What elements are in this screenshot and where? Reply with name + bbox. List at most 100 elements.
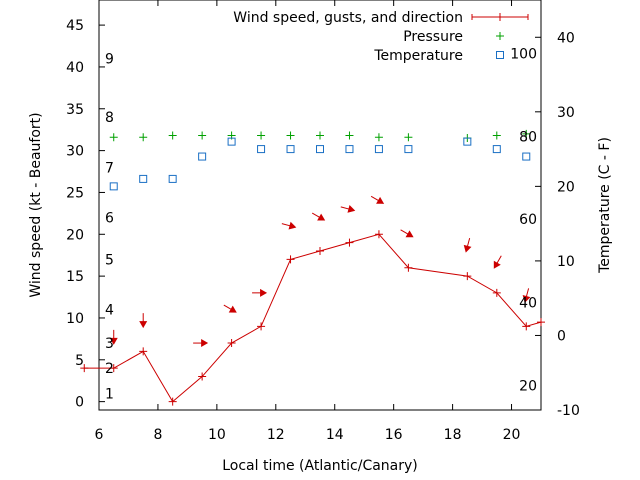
legend-label-temperature: Temperature [373, 48, 463, 64]
fahrenheit-label: 40 [519, 296, 537, 312]
y-tick-label: 20 [66, 227, 84, 243]
wind-arrow-head [405, 230, 414, 238]
wind-arrow-head [376, 196, 385, 204]
wind-speed-point [286, 255, 295, 264]
temperature-point [492, 145, 501, 154]
y-tick-label: 30 [66, 144, 84, 160]
x-tick-label: 20 [503, 427, 521, 443]
temperature-point [227, 137, 236, 146]
pressure-point [257, 131, 266, 140]
series-layer [80, 129, 545, 406]
y-tick-label: 0 [75, 395, 84, 411]
beaufort-label: 7 [105, 160, 114, 176]
pressure-point [109, 133, 118, 142]
temperature-point [109, 182, 118, 191]
pressure-point [345, 131, 354, 140]
legend: Wind speed, gusts, and direction Pressure… [233, 10, 529, 64]
wind-arrow-head [139, 321, 148, 329]
wind-direction-arrow [139, 313, 148, 329]
y-tick-label: 15 [66, 269, 84, 285]
fahrenheit-label: 80 [519, 129, 537, 145]
wind-direction-arrow [463, 238, 472, 253]
wind-speed-line [84, 233, 542, 403]
wind-speed-point [198, 372, 207, 381]
temperature-point [404, 145, 413, 154]
legend-marker-wind [496, 13, 504, 21]
wind-speed-point [80, 364, 89, 373]
wind-direction-arrow [223, 304, 237, 313]
y2-tick-label: 40 [557, 30, 575, 46]
wind-direction-arrow [311, 212, 326, 221]
x-tick-label: 16 [385, 427, 403, 443]
x-tick-label: 18 [444, 427, 462, 443]
wind-arrow-head [288, 221, 297, 230]
wind-arrow-head [109, 337, 118, 345]
temperature-point [168, 174, 177, 183]
y-tick-label: 10 [66, 311, 84, 327]
y-tick-label: 40 [66, 60, 84, 76]
wind-direction-arrow [400, 229, 414, 238]
wind-speed-point [257, 322, 266, 331]
pressure-point [404, 133, 413, 142]
wind-speed-point [345, 238, 354, 247]
wind-direction-arrow [340, 205, 356, 213]
legend-label-pressure: Pressure [403, 29, 463, 45]
y2-tick-label: 0 [557, 328, 566, 344]
wind-direction-arrow [522, 288, 531, 303]
pressure-point [316, 131, 324, 140]
temperature-point [345, 145, 354, 154]
pressure-point [374, 133, 383, 142]
plot-border [98, 0, 542, 411]
plot-frame [98, 0, 542, 411]
wind-speed-point [227, 339, 236, 348]
temperature-point [463, 137, 472, 146]
beaufort-label: 4 [105, 303, 114, 319]
wind-direction-arrow [370, 195, 385, 204]
wind-arrow-head [493, 260, 501, 269]
pressure-point [492, 131, 501, 140]
y-tick-label: 25 [66, 185, 84, 201]
wind-direction-arrow [493, 255, 502, 269]
y2-tick-label: 30 [557, 105, 575, 121]
x-tick-label: 12 [267, 427, 285, 443]
temperature-point [257, 145, 266, 154]
temperature-point [522, 152, 531, 161]
fahrenheit-label: 60 [519, 212, 537, 228]
temperature-point [198, 152, 207, 161]
y2-tick-label: 20 [557, 179, 575, 195]
x-axis-label: Local time (Atlantic/Canary) [222, 458, 418, 474]
wind-speed-point [109, 364, 118, 373]
x-tick-label: 6 [95, 427, 104, 443]
fahrenheit-label: 100 [510, 47, 537, 63]
beaufort-label: 6 [105, 211, 114, 227]
y-tick-label: 45 [66, 18, 84, 34]
wind-arrow-head [201, 339, 209, 348]
fahrenheit-label: 20 [519, 378, 537, 394]
wind-speed-point [316, 247, 324, 256]
beaufort-label: 2 [105, 361, 114, 377]
y2-tick-label: 10 [557, 254, 575, 270]
y-tick-label: 35 [66, 102, 84, 118]
wind-direction-arrow [109, 329, 118, 345]
y-tick-label: 5 [75, 353, 84, 369]
pressure-point [198, 131, 207, 140]
wind-speed-point [139, 347, 148, 356]
temperature-point [286, 145, 295, 154]
pressure-point [522, 129, 531, 138]
temperature-point [139, 174, 148, 183]
wind-arrow-head [463, 244, 472, 253]
beaufort-label: 9 [105, 52, 114, 68]
wind-speed-point [168, 397, 177, 406]
wind-arrow-head [228, 305, 237, 313]
wind-speed-point [492, 288, 501, 297]
x-tick-label: 10 [208, 427, 226, 443]
pressure-point [168, 131, 177, 140]
y2-tick-label: -10 [557, 403, 580, 419]
axes-layer: 6 8 10 12 14 16 18 20051015202530354045-1001020… [28, 0, 613, 474]
temperature-point [374, 145, 383, 154]
beaufort-label: 3 [105, 336, 114, 352]
wind-speed-point [404, 263, 413, 272]
wind-direction-arrow [193, 339, 209, 348]
temperature-point [316, 145, 324, 154]
